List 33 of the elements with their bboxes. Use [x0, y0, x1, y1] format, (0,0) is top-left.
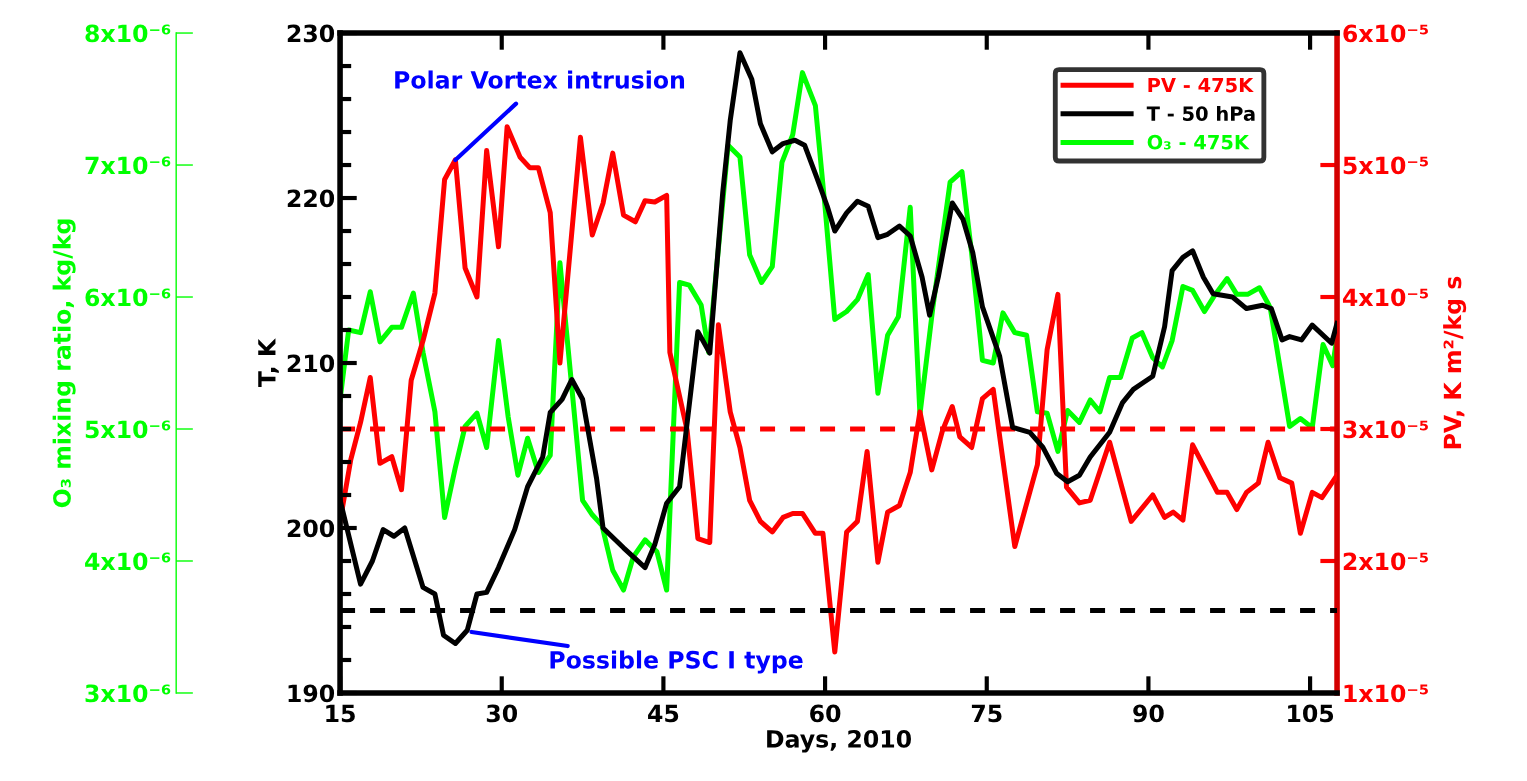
legend-label: O₃ - 475K [1147, 134, 1250, 150]
x-tick-label: 75 [971, 704, 1002, 723]
y2-tick-label: 6x10⁻⁵ [1343, 24, 1428, 43]
x-tick-label: 60 [810, 704, 841, 723]
y3-tick-label: 5x10⁻⁶ [85, 420, 171, 439]
x-tick-label: 30 [486, 704, 518, 723]
x-axis-title: Days, 2010 [767, 729, 911, 753]
annotation: Possible PSC I type [550, 650, 803, 674]
x-tick-label: 45 [648, 704, 679, 723]
x-tick-label: 105 [1288, 704, 1334, 723]
x-tick-label: 15 [326, 704, 355, 723]
y2-tick-label: 5x10⁻⁵ [1343, 156, 1428, 175]
y-axis-title: T, K [258, 338, 279, 388]
y-tick-label: 200 [287, 519, 335, 538]
y2-axis-title: PV, K m²/kg s [1443, 276, 1467, 449]
legend-label: PV - 475K [1148, 77, 1254, 93]
y2-tick-label: 3x10⁻⁵ [1343, 420, 1428, 439]
y3-tick-label: 4x10⁻⁶ [85, 552, 171, 571]
y2-tick-label: 1x10⁻⁵ [1344, 684, 1428, 703]
y-tick-label: 220 [287, 189, 335, 208]
y3-tick-label: 3x10⁻⁶ [85, 684, 171, 703]
y2-tick-label: 2x10⁻⁵ [1343, 552, 1428, 571]
annotation: Polar Vortex intrusion [395, 70, 685, 89]
y-tick-label: 190 [288, 684, 335, 703]
y3-tick-label: 7x10⁻⁶ [85, 156, 171, 175]
y3-tick-label: 8x10⁻⁶ [85, 24, 171, 43]
y-tick-label: 210 [287, 354, 335, 373]
y-tick-label: 230 [287, 24, 335, 43]
y3-tick-label: 6x10⁻⁶ [85, 288, 171, 307]
y2-tick-label: 4x10⁻⁵ [1342, 288, 1428, 307]
x-tick-label: 90 [1133, 704, 1164, 723]
y3-axis-title: O₃ mixing ratio, kg/kg [52, 219, 76, 508]
legend-label: T - 50 hPa [1146, 105, 1255, 121]
